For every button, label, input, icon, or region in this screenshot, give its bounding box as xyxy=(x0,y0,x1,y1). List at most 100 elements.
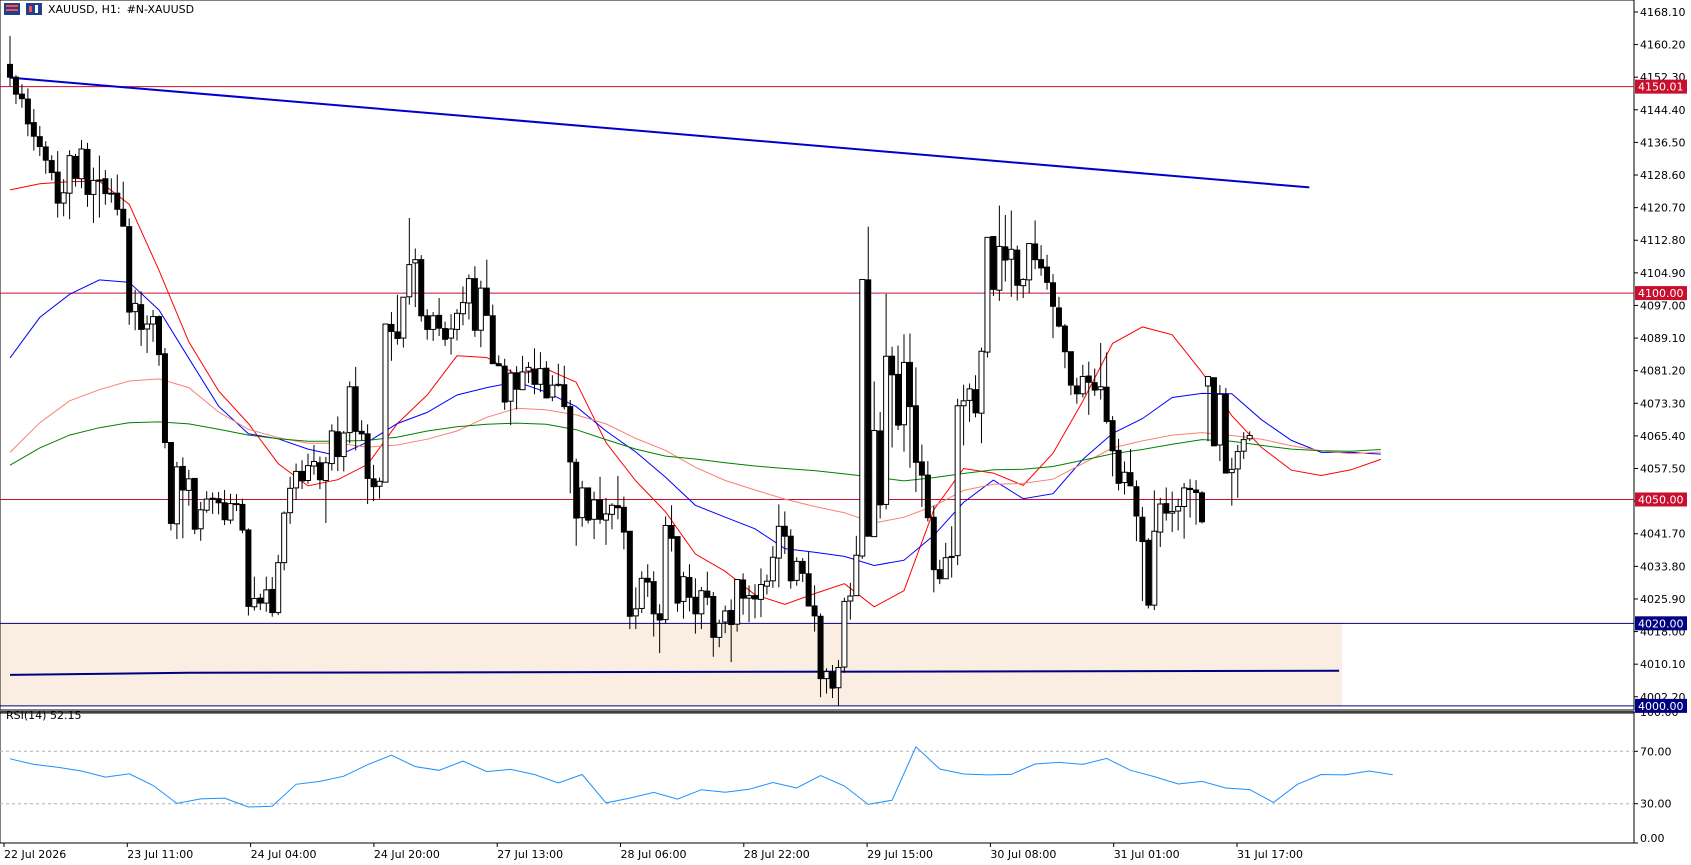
candle xyxy=(1103,352,1110,424)
candle xyxy=(376,477,383,499)
candle-body xyxy=(895,373,902,426)
candle-body xyxy=(257,597,264,604)
candle xyxy=(859,278,866,559)
candle xyxy=(102,170,109,205)
candle xyxy=(245,528,252,616)
candle xyxy=(722,605,729,634)
candle-body xyxy=(859,278,866,557)
candle xyxy=(161,347,168,449)
candle xyxy=(132,289,139,331)
candle-body xyxy=(54,171,61,204)
candle xyxy=(716,619,723,648)
candle xyxy=(1169,491,1176,533)
candle-body xyxy=(221,502,228,521)
candle-body xyxy=(1181,487,1188,507)
candles xyxy=(7,35,1253,706)
candle xyxy=(620,496,627,550)
candle xyxy=(60,179,67,217)
time-tick-label: 29 Jul 15:00 xyxy=(867,848,933,861)
candle-body xyxy=(281,512,288,564)
candle-body xyxy=(710,595,717,638)
candle xyxy=(120,181,127,227)
candle xyxy=(1199,491,1205,524)
candle xyxy=(698,586,705,630)
candle xyxy=(924,461,931,522)
candle xyxy=(424,309,431,340)
candle-body xyxy=(912,405,919,463)
candle-body xyxy=(608,504,615,515)
candle-body xyxy=(299,470,306,482)
price-tick-label: 4112.80 xyxy=(1640,234,1686,247)
candle xyxy=(734,579,741,632)
candle xyxy=(817,613,824,698)
candle xyxy=(740,573,747,615)
candle xyxy=(84,142,91,207)
candle xyxy=(835,660,842,706)
candle-body xyxy=(191,477,198,530)
price-level-label: 4050.00 xyxy=(1638,493,1684,506)
rsi-title: RSI(14) 52.15 xyxy=(6,709,82,722)
price-level-badge: 4000.00 xyxy=(1635,698,1687,713)
candle-body xyxy=(1002,246,1009,261)
candle xyxy=(668,505,675,552)
candle xyxy=(275,554,282,616)
price-level-badge: 4100.00 xyxy=(1635,286,1687,301)
candle-body xyxy=(668,524,675,539)
candle-body xyxy=(1133,486,1140,517)
candle-body xyxy=(60,192,67,204)
candle xyxy=(436,298,443,337)
candle-body xyxy=(835,666,842,689)
price-tick-label: 4136.50 xyxy=(1640,136,1686,149)
candle xyxy=(805,551,812,607)
candle-body xyxy=(1163,503,1170,514)
price-tick-label: 4057.50 xyxy=(1640,463,1686,476)
candle-body xyxy=(1121,471,1128,484)
candle-body xyxy=(632,608,639,617)
candle xyxy=(1014,245,1021,301)
candle xyxy=(847,582,854,620)
candle xyxy=(459,286,466,326)
candle-body xyxy=(942,557,949,580)
time-tick-label: 24 Jul 20:00 xyxy=(374,848,440,861)
candle-body xyxy=(1187,487,1194,491)
candle-body xyxy=(310,461,317,467)
candle-body xyxy=(1234,451,1241,470)
candle xyxy=(1073,377,1080,404)
main-frame xyxy=(0,0,1635,711)
candle-body xyxy=(978,350,985,414)
candle xyxy=(42,141,49,174)
candle-body xyxy=(930,516,937,571)
candle-body xyxy=(1127,472,1134,487)
candle xyxy=(877,411,884,519)
candle xyxy=(1181,482,1188,539)
candle xyxy=(1115,438,1122,491)
symbol-description: #N-XAUUSD xyxy=(126,2,195,16)
bar-chart-icon[interactable] xyxy=(4,3,20,15)
candle xyxy=(1145,538,1152,609)
candle xyxy=(138,291,145,346)
candle xyxy=(1127,449,1134,487)
candle xyxy=(531,348,538,395)
candle-body xyxy=(275,562,282,614)
candle-body xyxy=(66,155,73,194)
candle-body xyxy=(811,605,818,617)
time-tick-label: 28 Jul 22:00 xyxy=(744,848,810,861)
candle xyxy=(942,542,949,580)
candle-chart-icon[interactable] xyxy=(26,3,42,15)
candle-body xyxy=(1091,382,1098,391)
candle xyxy=(227,493,234,524)
candle-body xyxy=(72,155,79,179)
candle-body xyxy=(984,236,991,353)
candle-body xyxy=(442,328,449,340)
candle-body xyxy=(287,487,294,514)
candle xyxy=(948,526,955,578)
candle xyxy=(1008,210,1015,297)
candle-body xyxy=(924,474,931,519)
candle xyxy=(442,321,449,346)
candle xyxy=(787,529,794,589)
candle-body xyxy=(567,406,574,463)
candle xyxy=(853,535,860,597)
time-tick-label: 28 Jul 06:00 xyxy=(621,848,687,861)
